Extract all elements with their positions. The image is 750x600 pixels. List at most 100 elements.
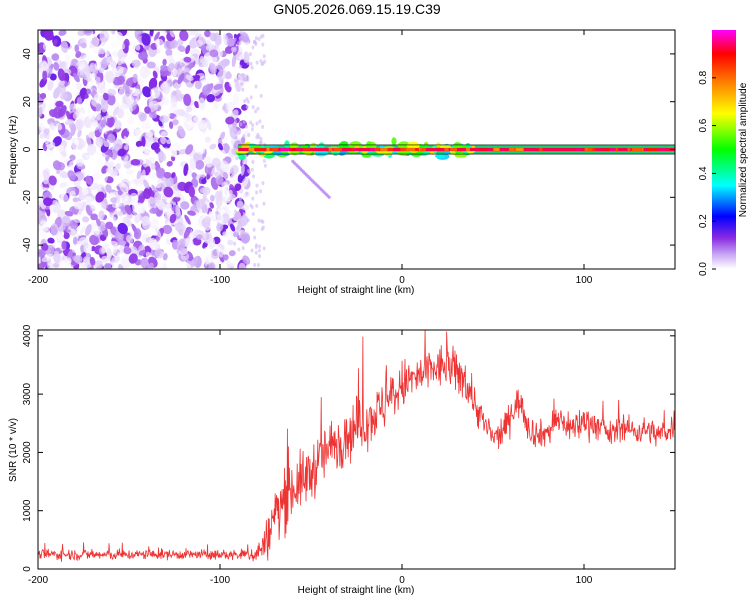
y-tick-label: -20	[22, 190, 33, 205]
noise-speckle	[239, 122, 243, 127]
carrier-segment	[256, 148, 266, 151]
noise-speckle	[168, 121, 174, 129]
noise-speckle	[126, 234, 131, 242]
noise-speckle	[141, 169, 146, 181]
noise-speckle	[76, 97, 83, 105]
colorbar-tick-label: 0.8	[698, 70, 709, 84]
noise-speckle	[237, 235, 241, 240]
noise-speckle	[202, 186, 211, 195]
noise-speckle	[88, 111, 93, 120]
noise-speckle	[205, 43, 215, 51]
noise-speckle	[229, 223, 236, 232]
noise-speckle	[98, 67, 105, 74]
noise-speckle	[112, 106, 120, 116]
noise-speckle	[255, 190, 259, 195]
noise-speckle	[71, 244, 79, 253]
noise-speckle	[148, 157, 155, 163]
noise-speckle	[88, 131, 96, 139]
noise-speckle	[83, 244, 93, 254]
noise-speckle	[89, 73, 97, 80]
heatmap-x-ticks: -200 -100 0 100	[28, 30, 593, 286]
y-tick-label: 0	[22, 146, 33, 152]
carrier-segment	[539, 148, 543, 151]
noise-speckle	[165, 48, 173, 57]
noise-speckle	[107, 133, 116, 143]
noise-speckle	[50, 125, 57, 131]
noise-speckle	[94, 260, 103, 269]
noise-speckle	[104, 46, 110, 57]
noise-speckle	[256, 106, 260, 111]
noise-speckle	[261, 181, 265, 186]
noise-speckle	[201, 178, 207, 185]
noise-speckle	[146, 61, 156, 69]
noise-speckle	[57, 234, 63, 240]
figure-title: GN05.2026.069.15.19.C39	[273, 1, 441, 17]
noise-speckle	[105, 70, 115, 84]
noise-speckle	[46, 150, 54, 158]
noise-speckle	[184, 214, 191, 225]
noise-speckle	[133, 41, 141, 51]
noise-speckle	[126, 169, 135, 175]
noise-speckle	[74, 44, 80, 53]
noise-speckle	[204, 109, 213, 117]
noise-speckle	[90, 121, 100, 131]
noise-speckle	[114, 120, 122, 130]
noise-speckle	[249, 61, 253, 66]
noise-speckle	[255, 135, 259, 140]
noise-speckle	[253, 235, 257, 240]
y-tick-label: 4000	[22, 324, 33, 347]
noise-speckle	[208, 262, 216, 269]
noise-speckle	[239, 196, 242, 201]
noise-speckle	[226, 38, 235, 47]
noise-speckle	[66, 165, 73, 172]
noise-speckle	[39, 133, 47, 139]
x-tick-label: 0	[399, 575, 405, 586]
noise-speckle	[235, 156, 239, 161]
noise-speckle	[110, 60, 117, 69]
noise-speckle	[261, 42, 265, 47]
noise-speckle	[148, 77, 158, 90]
y-tick-label: 0	[22, 566, 33, 572]
noise-speckle	[124, 204, 132, 215]
noise-speckle	[52, 160, 62, 171]
noise-speckle	[125, 77, 134, 87]
noise-speckle	[112, 243, 119, 254]
noise-speckle	[45, 141, 56, 149]
noise-speckle	[238, 214, 242, 219]
carrier-segment	[631, 148, 641, 151]
noise-speckle	[254, 84, 258, 89]
noise-speckle	[148, 111, 157, 119]
noise-speckle	[231, 209, 242, 222]
noise-speckle	[89, 256, 96, 266]
carrier-segment	[271, 148, 279, 151]
carrier-blob	[434, 154, 445, 159]
noise-speckle	[255, 183, 259, 188]
noise-speckle	[146, 262, 154, 269]
carrier-segment	[648, 148, 658, 151]
noise-speckle	[154, 31, 160, 42]
noise-speckle	[73, 139, 80, 146]
noise-speckle	[185, 74, 194, 81]
snr-y-ticks: 0 1000 2000 3000 4000	[22, 324, 675, 572]
noise-speckle	[101, 165, 108, 174]
x-tick-label: -100	[210, 275, 230, 286]
noise-speckle	[60, 40, 69, 53]
x-tick-label: 100	[576, 575, 593, 586]
noise-speckle	[257, 218, 261, 223]
noise-speckle	[250, 127, 254, 132]
noise-speckle	[215, 175, 224, 185]
noise-speckle	[64, 119, 74, 126]
noise-speckle	[41, 256, 50, 263]
noise-speckle	[38, 122, 45, 132]
noise-speckle	[57, 68, 66, 82]
noise-speckle	[75, 51, 82, 58]
noise-speckle	[154, 181, 162, 189]
noise-speckle	[246, 218, 250, 223]
noise-speckle	[198, 97, 206, 111]
noise-speckle	[159, 115, 169, 123]
noise-speckle	[142, 86, 152, 98]
noise-speckle	[236, 129, 244, 139]
noise-speckle	[160, 64, 169, 71]
noise-speckle	[241, 73, 245, 77]
heatmap-y-axis-label: Frequency (Hz)	[8, 116, 19, 185]
